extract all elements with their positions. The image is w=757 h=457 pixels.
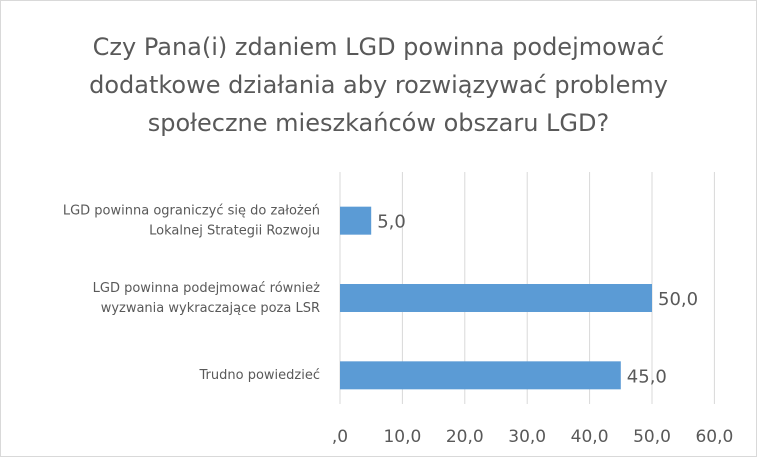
y-tick-label: LGD powinna podejmować również wyzwania w… [93,281,321,316]
chart-title: Czy Pana(i) zdaniem LGD powinna podejmow… [89,33,668,137]
x-tick-label: 40,0 [571,427,609,447]
x-tick-label: 50,0 [633,427,671,447]
x-tick-label: 60,0 [695,427,733,447]
bar [340,361,621,390]
y-tick-label: Trudno powiedzieć [199,368,320,383]
x-tick-label: 30,0 [508,427,546,447]
bar [340,206,372,235]
data-label: 45,0 [627,366,667,387]
x-tick-label: 20,0 [446,427,484,447]
x-tick-label: ,0 [332,427,348,447]
y-tick-label: LGD powinna ograniczyć się do założeń Lok… [63,203,320,238]
data-label: 5,0 [377,212,406,233]
bar [340,284,652,312]
x-tick-label: 10,0 [383,427,421,447]
data-label: 50,0 [658,289,698,310]
